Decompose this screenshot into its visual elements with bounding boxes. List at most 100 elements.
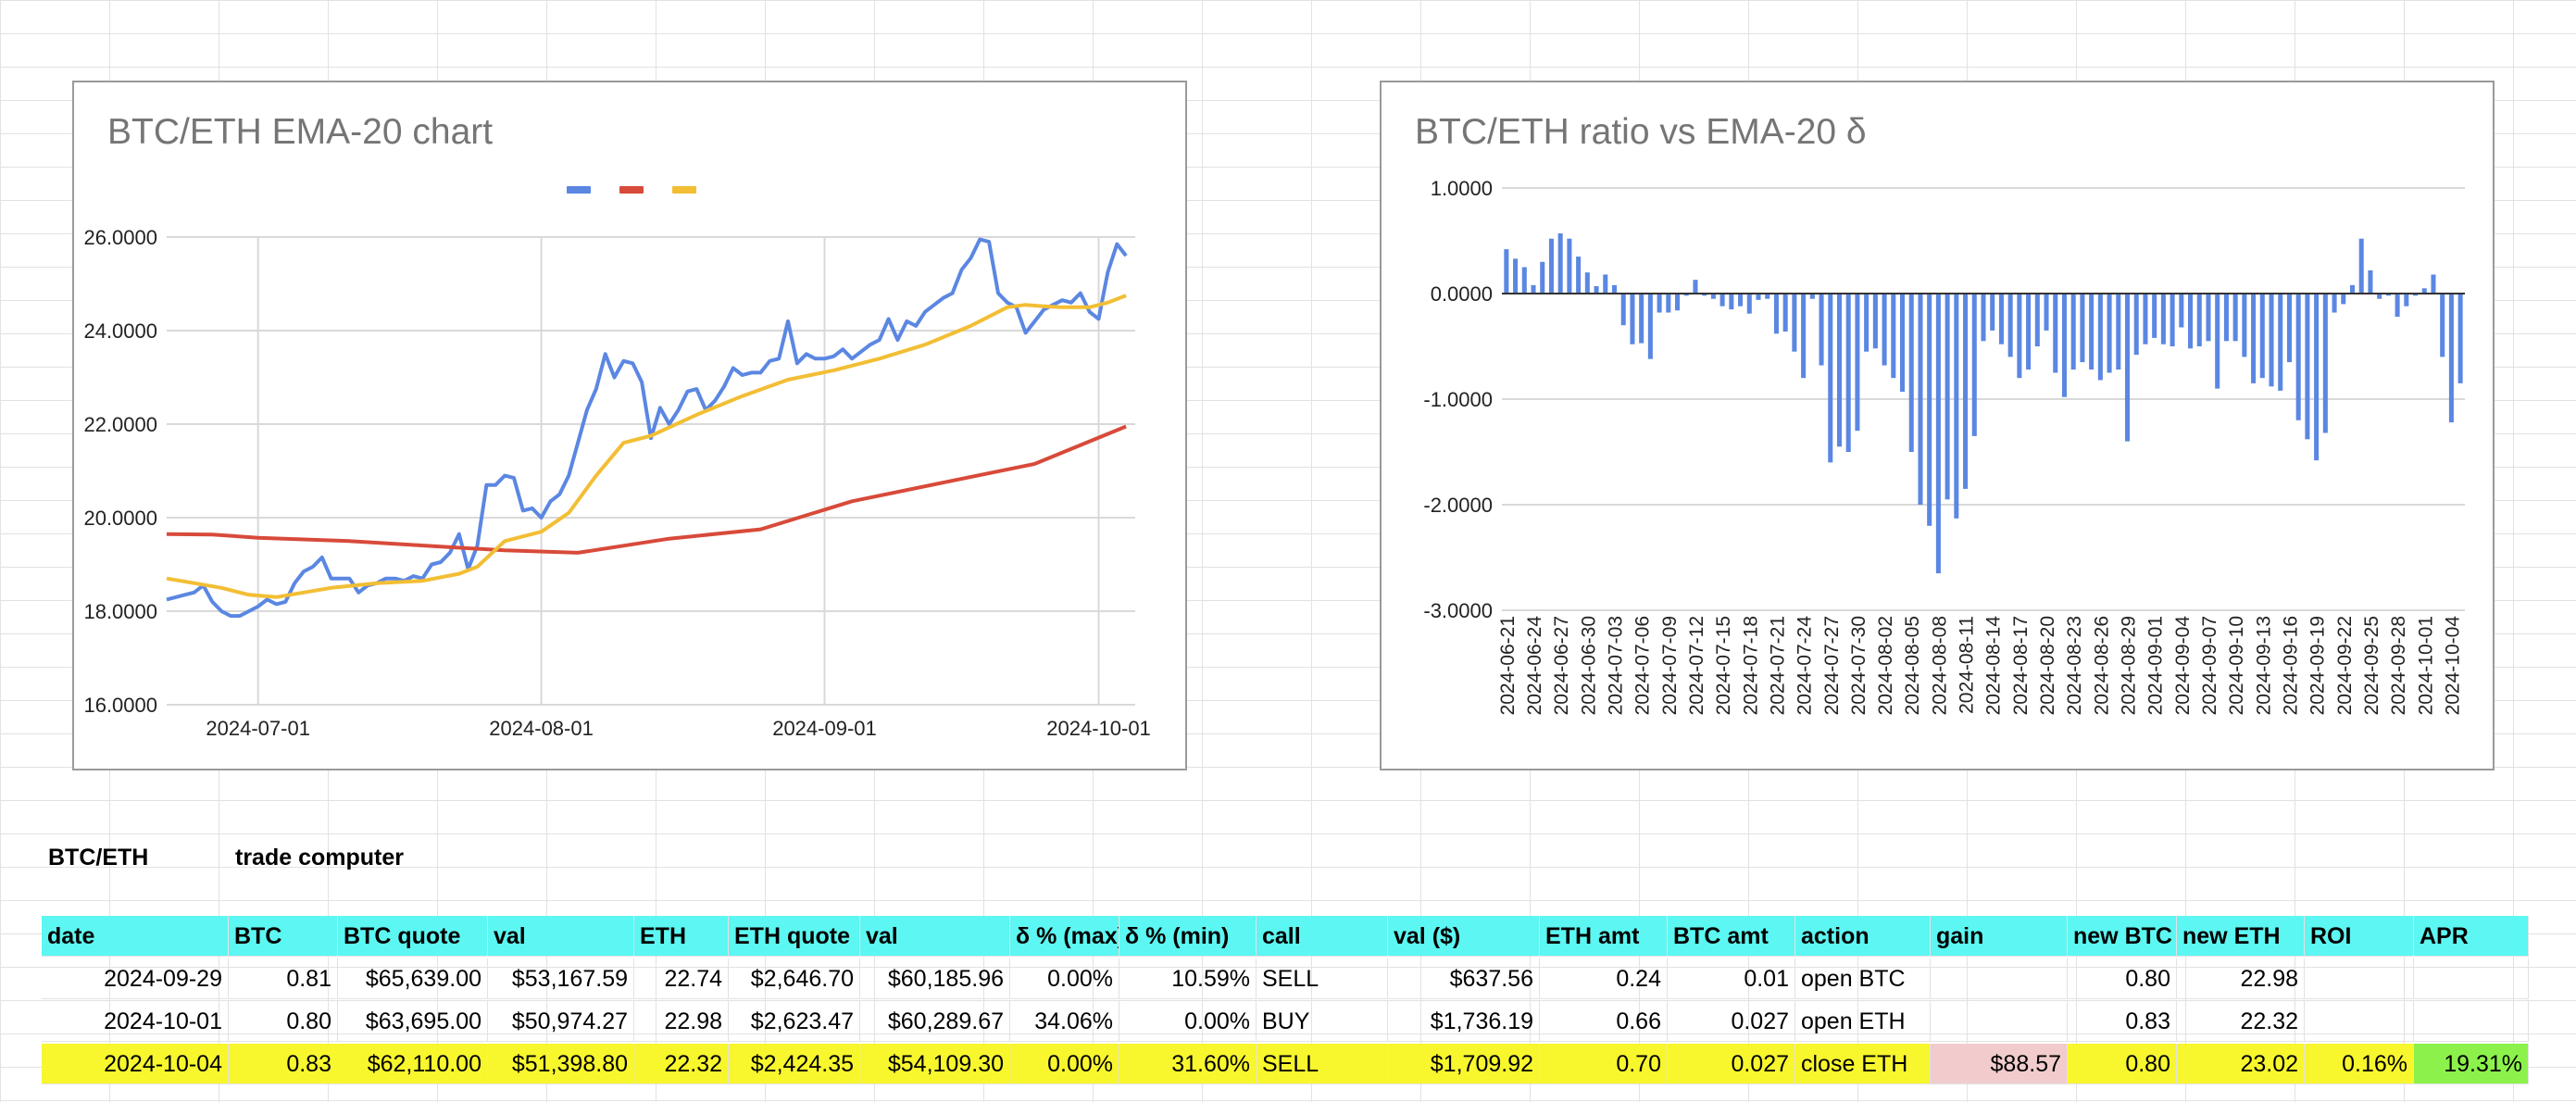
bar: [1584, 272, 1590, 294]
table-cell[interactable]: BUY: [1257, 1001, 1388, 1042]
table-cell[interactable]: 0.83: [229, 1044, 338, 1084]
x-tick-label: 2024-08-05: [1902, 616, 1923, 715]
column-header[interactable]: ETH amt: [1540, 916, 1668, 957]
table-cell[interactable]: $637.56: [1388, 958, 1540, 999]
table-cell[interactable]: $65,639.00: [338, 958, 488, 999]
column-header[interactable]: ROI: [2305, 916, 2414, 957]
legend-swatch-3: [672, 186, 696, 194]
table-cell[interactable]: 2024-10-04: [42, 1044, 229, 1084]
column-header[interactable]: BTC: [229, 916, 338, 957]
table-cell[interactable]: 0.80: [2068, 1044, 2177, 1084]
table-cell[interactable]: 0.80: [229, 1001, 338, 1042]
bar: [2377, 294, 2382, 299]
table-cell[interactable]: $1,736.19: [1388, 1001, 1540, 1042]
table-cell[interactable]: 34.06%: [1010, 1001, 1119, 1042]
table-cell[interactable]: open ETH: [1795, 1001, 1931, 1042]
bar: [2053, 294, 2058, 373]
bar: [2107, 294, 2112, 373]
table-cell[interactable]: 0.00%: [1010, 958, 1119, 999]
table-cell[interactable]: 0.81: [229, 958, 338, 999]
table-cell[interactable]: [1931, 1001, 2068, 1042]
bar: [2188, 294, 2194, 349]
legend-swatch-1: [567, 186, 591, 194]
table-cell[interactable]: 31.60%: [1119, 1044, 1257, 1084]
table-cell[interactable]: 0.027: [1668, 1001, 1795, 1042]
table-cell[interactable]: 23.02: [2177, 1044, 2305, 1084]
table-cell[interactable]: SELL: [1257, 1044, 1388, 1084]
x-tick-label: 2024-06-24: [1524, 616, 1545, 716]
table-cell[interactable]: $2,646.70: [729, 958, 860, 999]
x-tick-label: 2024-08-20: [2037, 616, 2058, 715]
table-cell[interactable]: 10.59%: [1119, 958, 1257, 999]
table-cell[interactable]: $2,623.47: [729, 1001, 860, 1042]
table-cell[interactable]: open BTC: [1795, 958, 1931, 999]
y-tick-label: 0.0000: [1431, 282, 1493, 306]
column-header[interactable]: val ($): [1388, 916, 1540, 957]
table-cell[interactable]: $51,398.80: [488, 1044, 634, 1084]
bar: [1927, 294, 1932, 526]
column-header[interactable]: date: [42, 916, 229, 957]
column-header[interactable]: δ % (max): [1010, 916, 1119, 957]
table-cell[interactable]: [2414, 958, 2529, 999]
column-header[interactable]: ETH quote: [729, 916, 860, 957]
column-header[interactable]: new ETH: [2177, 916, 2305, 957]
table-cell[interactable]: $88.57: [1931, 1044, 2068, 1084]
table-cell[interactable]: 2024-10-01: [42, 1001, 229, 1042]
bar: [2341, 294, 2346, 305]
x-tick-label: 2024-07-12: [1686, 616, 1707, 715]
table-cell[interactable]: 0.80: [2068, 958, 2177, 999]
bar: [2044, 294, 2049, 331]
ratio-chart[interactable]: 1.0000 0.0000 -1.0000 -2.0000 -3.0000 2024-06…: [1380, 81, 2495, 770]
table-cell[interactable]: 0.00%: [1010, 1044, 1119, 1084]
table-cell[interactable]: $63,695.00: [338, 1001, 488, 1042]
table-cell[interactable]: 0.24: [1540, 958, 1668, 999]
ema-chart[interactable]: 26.0000 24.0000 22.0000 20.0000 18.0000 16.00…: [72, 81, 1187, 770]
column-header[interactable]: call: [1257, 916, 1388, 957]
table-cell[interactable]: 22.98: [2177, 958, 2305, 999]
column-header[interactable]: BTC amt: [1668, 916, 1795, 957]
bar: [1908, 294, 1914, 452]
table-cell[interactable]: 0.01: [1668, 958, 1795, 999]
bar: [2097, 294, 2103, 381]
table-cell[interactable]: $54,109.30: [860, 1044, 1010, 1084]
table-cell[interactable]: 22.32: [2177, 1001, 2305, 1042]
bar: [1611, 284, 1618, 294]
table-cell[interactable]: SELL: [1257, 958, 1388, 999]
table-cell[interactable]: 22.32: [634, 1044, 729, 1084]
column-header[interactable]: new BTC: [2068, 916, 2177, 957]
table-cell[interactable]: $1,709.92: [1388, 1044, 1540, 1084]
column-header[interactable]: APR: [2414, 916, 2529, 957]
table-cell[interactable]: 0.70: [1540, 1044, 1668, 1084]
table-cell[interactable]: $50,974.27: [488, 1001, 634, 1042]
table-cell[interactable]: [2305, 958, 2414, 999]
column-header[interactable]: ETH: [634, 916, 729, 957]
bar: [2124, 294, 2131, 442]
bar: [2404, 294, 2409, 307]
table-cell[interactable]: 0.027: [1668, 1044, 1795, 1084]
table-cell[interactable]: close ETH: [1795, 1044, 1931, 1084]
table-cell[interactable]: 2024-09-29: [42, 958, 229, 999]
table-cell[interactable]: 0.66: [1540, 1001, 1668, 1042]
table-cell[interactable]: $60,289.67: [860, 1001, 1010, 1042]
table-cell[interactable]: $53,167.59: [488, 958, 634, 999]
table-cell[interactable]: $62,110.00: [338, 1044, 488, 1084]
column-header[interactable]: val: [488, 916, 634, 957]
table-cell[interactable]: [2305, 1001, 2414, 1042]
table-cell[interactable]: 19.31%: [2414, 1044, 2529, 1084]
table-cell[interactable]: 0.00%: [1119, 1001, 1257, 1042]
table-cell[interactable]: 0.83: [2068, 1001, 2177, 1042]
table-cell[interactable]: 22.74: [634, 958, 729, 999]
column-header[interactable]: gain: [1931, 916, 2068, 957]
column-header[interactable]: δ % (min): [1119, 916, 1257, 957]
table-cell[interactable]: $2,424.35: [729, 1044, 860, 1084]
bar: [1845, 294, 1851, 452]
column-header[interactable]: action: [1795, 916, 1931, 957]
table-cell[interactable]: [1931, 958, 2068, 999]
table-cell[interactable]: $60,185.96: [860, 958, 1010, 999]
table-cell[interactable]: 0.16%: [2305, 1044, 2414, 1084]
table-cell[interactable]: 22.98: [634, 1001, 729, 1042]
column-header[interactable]: val: [860, 916, 1010, 957]
bar: [2440, 294, 2445, 357]
column-header[interactable]: BTC quote: [338, 916, 488, 957]
table-cell[interactable]: [2414, 1001, 2529, 1042]
